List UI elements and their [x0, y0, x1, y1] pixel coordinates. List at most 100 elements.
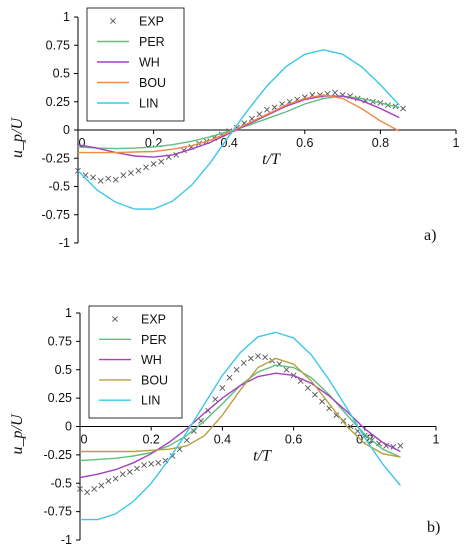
exp-point	[84, 489, 91, 496]
exp-point	[226, 374, 233, 381]
legend: EXP PER WH BOU LIN	[88, 305, 183, 419]
x-tick-label: 1	[453, 136, 460, 150]
series-lin	[77, 49, 400, 210]
exp-point	[112, 475, 119, 482]
legend-box	[88, 305, 183, 419]
y-tick-label: 0	[63, 123, 70, 137]
y-tick-label: 0.25	[46, 95, 70, 109]
chart-panel-a: 10.750.50.250-0.25-0.5-0.75-10 0.2 0.4 0.6 0…	[9, 7, 460, 250]
y-tick-label: -1	[59, 236, 70, 250]
exp-point	[247, 355, 254, 362]
y-tick-label: -1	[61, 533, 72, 547]
exp-point	[319, 398, 325, 405]
y-axis-label: u_p/U	[9, 117, 26, 158]
legend-label: PER	[139, 35, 165, 49]
exp-point	[264, 106, 270, 113]
legend-swatch	[110, 18, 116, 24]
x-axis-label: t/T	[253, 448, 272, 465]
y-tick-label: -0.5	[50, 476, 72, 490]
y-tick-label: 1	[65, 306, 72, 320]
exp-point	[155, 459, 162, 466]
exp-point	[233, 366, 240, 373]
exp-point	[400, 105, 406, 112]
legend-label: BOU	[139, 76, 166, 90]
series-lin	[80, 331, 401, 521]
exp-point	[262, 354, 269, 361]
exp-point	[112, 176, 119, 183]
x-tick-label: 0.4	[221, 136, 238, 150]
x-tick-label: 0	[81, 433, 88, 447]
exp-point	[212, 396, 219, 403]
x-tick-label: 0.6	[296, 136, 313, 150]
y-tick-label: -0.25	[42, 151, 71, 165]
x-tick-label: 1	[433, 433, 440, 447]
series-line-lin	[77, 49, 400, 210]
series-bou	[78, 94, 400, 154]
exp-point	[191, 428, 197, 434]
series-wh	[77, 95, 400, 158]
y-tick-label: 0.25	[48, 391, 72, 405]
x-tick-label: 0.8	[372, 136, 389, 150]
y-tick-label: 0	[65, 420, 72, 434]
exp-point	[97, 177, 104, 184]
y-tick-label: -0.75	[44, 505, 73, 519]
legend-box	[86, 7, 185, 122]
x-tick-label: 0.2	[143, 433, 160, 447]
series-line-lin	[80, 331, 401, 521]
exp-point	[141, 462, 147, 469]
legend-label: EXP	[141, 313, 166, 327]
panel-label: a)	[424, 227, 436, 244]
y-tick-label: 0.5	[53, 67, 70, 81]
exp-point	[98, 482, 105, 489]
exp-point	[150, 160, 157, 167]
series-line-wh	[79, 372, 401, 479]
legend-label: WH	[141, 353, 162, 367]
exp-point	[397, 442, 404, 449]
exp-point	[128, 170, 134, 176]
legend-label: LIN	[141, 394, 160, 408]
exp-point	[332, 89, 338, 96]
legend-swatch	[112, 316, 118, 322]
legend-label: PER	[141, 333, 167, 347]
legend: EXP PER WH BOU LIN	[86, 7, 185, 122]
exp-point	[119, 471, 126, 478]
exp-point	[304, 384, 311, 391]
x-tick-label: 0.6	[285, 433, 302, 447]
series-bou	[80, 357, 401, 458]
y-tick-label: 0.5	[55, 363, 72, 377]
legend-label: LIN	[139, 97, 158, 111]
series-line-bou	[80, 357, 401, 458]
exp-point	[283, 366, 290, 373]
y-tick-label: 1	[63, 10, 70, 24]
legend-label: EXP	[139, 15, 164, 29]
y-tick-label: -0.75	[42, 208, 71, 222]
exp-point	[120, 172, 127, 179]
exp-point	[158, 158, 165, 165]
exp-point	[91, 486, 98, 492]
exp-point	[183, 437, 190, 444]
x-tick-label: 0.8	[356, 433, 373, 447]
x-axis-label: t/T	[262, 151, 281, 168]
exp-point	[134, 465, 140, 472]
y-tick-label: -0.5	[48, 180, 70, 194]
y-axis-label: u_p/U	[9, 413, 26, 454]
exp-point	[333, 412, 340, 419]
series-line-bou	[78, 94, 400, 154]
exp-point	[255, 353, 261, 360]
series-wh	[79, 372, 401, 479]
exp-point	[219, 384, 226, 391]
x-tick-label: 0.4	[214, 433, 231, 447]
panel-label: b)	[427, 519, 440, 536]
legend-label: WH	[139, 56, 160, 70]
exp-point	[105, 175, 112, 182]
x-tick-label: 0	[79, 136, 86, 150]
exp-point	[126, 468, 133, 475]
legend-label: BOU	[141, 373, 168, 387]
exp-point	[77, 486, 83, 492]
y-tick-label: 0.75	[48, 334, 72, 348]
exp-point	[105, 478, 112, 484]
series-line-wh	[77, 95, 400, 158]
exp-point	[148, 461, 155, 467]
exp-point	[256, 111, 263, 118]
exp-point	[135, 167, 142, 174]
